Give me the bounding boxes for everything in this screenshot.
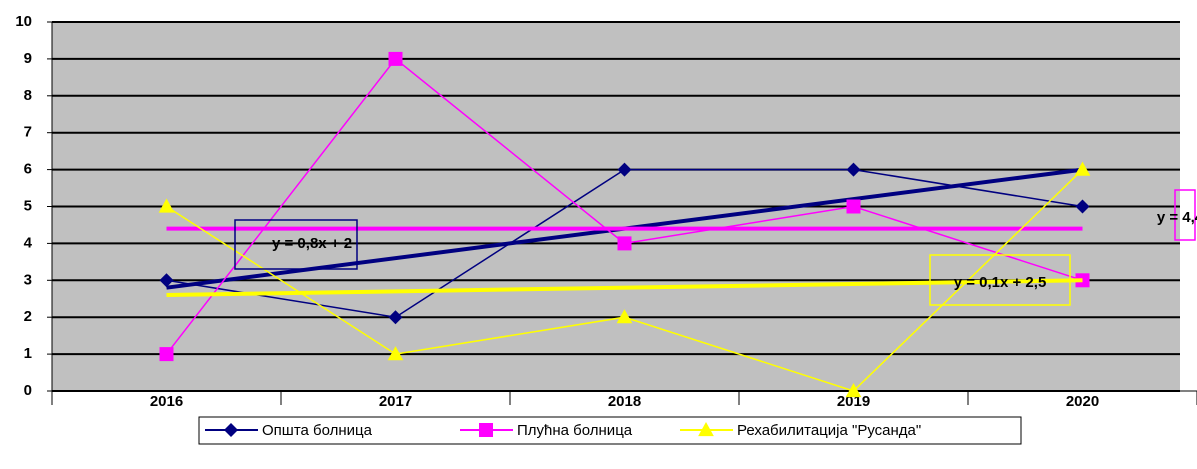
data-point xyxy=(388,51,403,66)
data-point xyxy=(846,199,861,214)
trendline-label-box xyxy=(929,254,1071,306)
y-tick-label: 2 xyxy=(24,308,32,325)
trendline-label-box xyxy=(234,219,358,270)
data-point xyxy=(616,309,633,324)
y-tick-label: 8 xyxy=(24,87,32,104)
data-point xyxy=(158,198,175,213)
y-tick-label: 7 xyxy=(24,124,32,141)
legend-marker xyxy=(698,421,714,437)
data-point xyxy=(845,382,862,398)
data-point xyxy=(617,162,632,177)
y-tick-label: 10 xyxy=(15,13,32,30)
data-point xyxy=(387,346,404,361)
trendline-label-box xyxy=(1174,189,1196,241)
y-tick-label: 0 xyxy=(24,382,32,399)
legend-label: Општа болница xyxy=(262,422,373,439)
data-point xyxy=(388,310,403,325)
x-tick-label: 2019 xyxy=(837,393,870,410)
data-point xyxy=(617,236,632,251)
trendline-label: y = 4,4 xyxy=(1157,209,1197,226)
x-tick-label: 2016 xyxy=(150,393,183,410)
legend-label: Плућна болница xyxy=(517,422,633,439)
legend-label: Рехабилитација "Русанда" xyxy=(737,422,921,439)
data-point xyxy=(846,162,861,177)
data-point xyxy=(1074,161,1091,176)
trendline-label: y = 0,8x + 2 xyxy=(272,235,352,252)
data-point xyxy=(159,347,174,362)
legend-marker xyxy=(479,423,493,437)
y-tick-label: 6 xyxy=(24,161,32,178)
y-tick-label: 5 xyxy=(24,197,32,214)
x-tick-label: 2020 xyxy=(1066,393,1099,410)
legend-marker xyxy=(224,423,238,437)
data-point xyxy=(1075,199,1090,214)
y-tick-label: 4 xyxy=(24,234,33,251)
y-tick-label: 9 xyxy=(24,50,32,67)
legend-box xyxy=(198,416,1022,445)
trendline-label: y = 0,1x + 2,5 xyxy=(954,274,1047,291)
data-point xyxy=(159,273,174,288)
x-tick-label: 2017 xyxy=(379,393,412,410)
y-tick-label: 3 xyxy=(24,271,32,288)
x-tick-label: 2018 xyxy=(608,393,641,410)
y-tick-label: 1 xyxy=(24,345,32,362)
